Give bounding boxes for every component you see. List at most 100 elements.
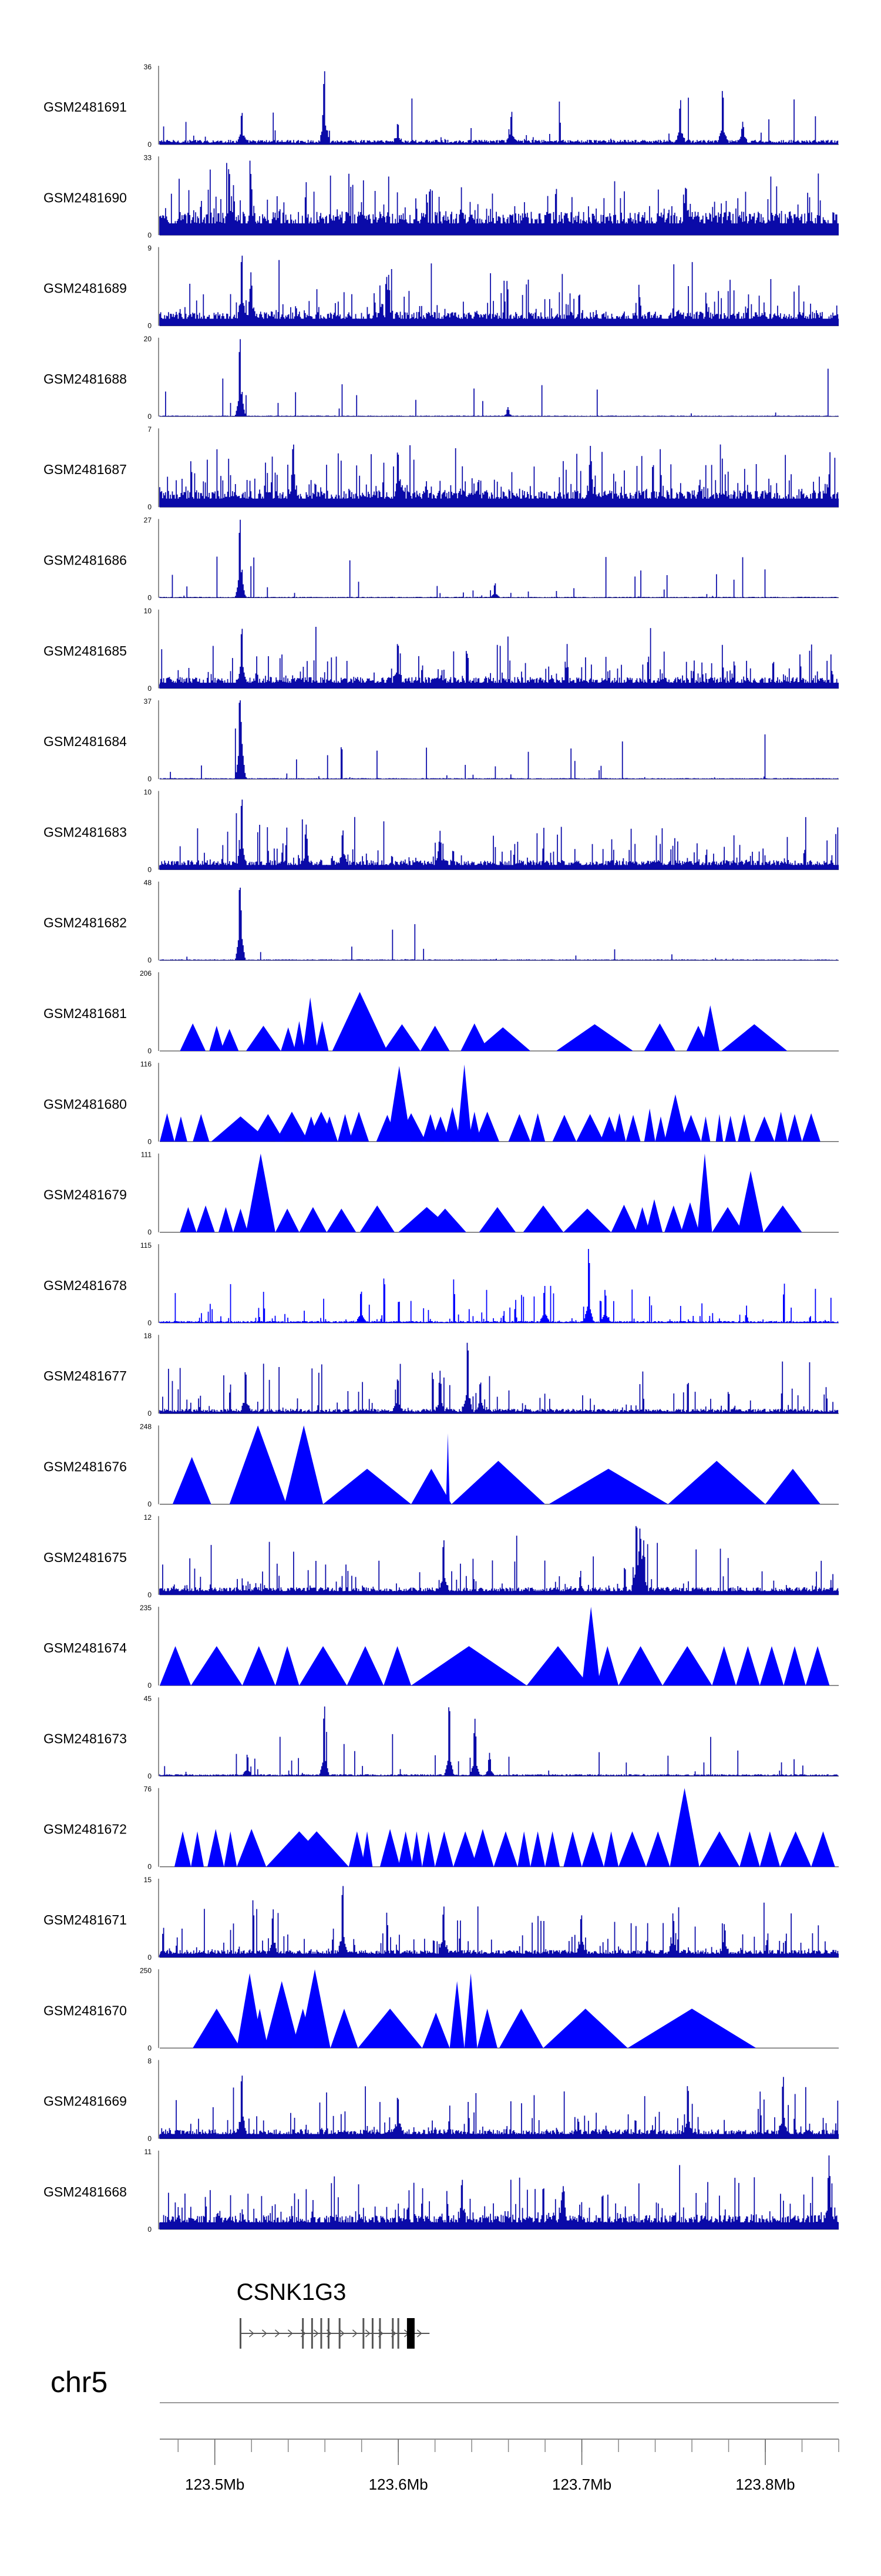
y-max-label: 12: [144, 1513, 152, 1522]
track-label: GSM2481679: [43, 1187, 127, 1203]
y-min-label: 0: [147, 1772, 152, 1780]
exon: [392, 2318, 394, 2349]
peak-triangle: [604, 1831, 619, 1867]
peak-triangle: [281, 1027, 296, 1051]
exon: [327, 2318, 329, 2349]
y-min-label: 0: [147, 503, 152, 511]
peak-triangle: [284, 1831, 349, 1867]
y-min-label: 0: [147, 684, 152, 693]
peak-triangle: [387, 1066, 412, 1142]
y-max-label: 76: [144, 1785, 152, 1794]
coverage-floor: [160, 498, 839, 508]
peak-triangle: [499, 2009, 543, 2048]
peak-triangle: [681, 1202, 700, 1232]
peak-triangle: [460, 1023, 489, 1051]
track-GSM2481675: GSM2481675 12 0: [43, 1513, 839, 1599]
track-GSM2481685: GSM2481685 10 0: [43, 607, 839, 693]
track-label: GSM2481687: [43, 462, 127, 477]
peak-triangle: [644, 1023, 675, 1051]
peak-triangle: [347, 1646, 384, 1686]
y-max-label: 37: [144, 697, 152, 706]
peak-triangle: [517, 1831, 531, 1867]
peak-triangle: [563, 1208, 611, 1232]
signal-bars: [159, 1249, 839, 1323]
peak-triangle: [209, 1026, 224, 1051]
peak-triangle: [348, 1831, 365, 1867]
peak-triangle: [681, 1114, 701, 1142]
track-label: GSM2481670: [43, 2003, 127, 2018]
track-label: GSM2481671: [43, 1912, 127, 1927]
peak-triangle: [174, 1116, 187, 1142]
peak-triangle: [530, 1831, 546, 1867]
peak-triangle: [552, 1114, 577, 1142]
peak-triangle: [431, 1116, 450, 1142]
signal-bars: [159, 700, 839, 780]
track-label: GSM2481684: [43, 734, 127, 749]
coverage-floor: [160, 318, 839, 326]
peak-triangle: [645, 1199, 663, 1232]
y-min-label: 0: [147, 1137, 152, 1146]
track-GSM2481670: GSM2481670 250 0: [43, 1966, 839, 2052]
peak-triangle: [379, 1829, 401, 1867]
peak-triangle: [449, 1981, 465, 2048]
coverage-floor: [160, 1953, 839, 1957]
peak-triangle: [359, 1205, 395, 1232]
peak-triangle: [774, 1111, 788, 1142]
peak-triangle: [477, 2009, 497, 2048]
peak-triangle: [464, 1973, 478, 2048]
peak-triangle: [435, 1831, 453, 1867]
peak-triangle: [299, 1646, 347, 1686]
peak-triangle: [302, 997, 318, 1051]
peak-triangle: [411, 1469, 452, 1504]
peak-triangle: [644, 1109, 655, 1142]
exon: [371, 2318, 374, 2349]
track-label: GSM2481689: [43, 281, 127, 296]
peak-triangle: [422, 1831, 435, 1867]
peak-triangle: [479, 1207, 516, 1232]
peak-triangle: [193, 2009, 241, 2048]
strand-arrow: [313, 2329, 319, 2337]
signal-bars: [159, 1526, 839, 1595]
y-min-label: 0: [147, 775, 152, 783]
peak-triangle: [627, 2009, 756, 2048]
peak-triangle: [712, 1646, 737, 1686]
track-label: GSM2481672: [43, 1822, 127, 1837]
peak-triangle: [475, 1027, 531, 1051]
track-GSM2481669: GSM2481669 8 0: [43, 2057, 839, 2143]
exon: [320, 2318, 322, 2349]
peak-triangle: [411, 1646, 527, 1686]
peak-triangle: [802, 1113, 821, 1142]
signal-bars: [159, 2075, 839, 2139]
peak-triangle: [233, 1208, 248, 1232]
x-tick-label: 123.5Mb: [185, 2476, 244, 2493]
peak-triangle: [576, 1114, 604, 1142]
peak-triangle: [457, 1064, 472, 1142]
peak-triangle: [251, 2009, 268, 2048]
peak-triangle: [299, 1969, 331, 2048]
signal-bars: [159, 1886, 839, 1957]
coverage-floor: [160, 2134, 839, 2139]
track-label: GSM2481680: [43, 1096, 127, 1111]
peak-triangle: [664, 1205, 683, 1232]
signal-bars: [159, 519, 839, 598]
peak-triangle: [787, 1114, 802, 1142]
peak-triangle: [596, 1646, 619, 1686]
peak-triangle: [160, 1113, 174, 1142]
peak-triangle: [358, 2009, 422, 2048]
track-GSM2481672: GSM2481672 76 0: [43, 1785, 839, 1871]
track-label: GSM2481668: [43, 2184, 127, 2199]
track-label: GSM2481683: [43, 824, 127, 839]
y-min-label: 0: [147, 1228, 152, 1237]
coverage-floor: [160, 865, 839, 870]
coverage-floor: [160, 1591, 839, 1595]
peak-triangle: [611, 1204, 637, 1232]
y-max-label: 45: [144, 1694, 152, 1702]
exon: [239, 2318, 241, 2349]
track-GSM2481678: GSM2481678 115 0: [43, 1241, 839, 1327]
exon: [311, 2318, 313, 2349]
track-GSM2481676: GSM2481676 248 0: [43, 1423, 839, 1509]
peak-triangle: [180, 1023, 206, 1051]
track-GSM2481691: GSM2481691 36 0: [43, 63, 839, 149]
track-label: GSM2481674: [43, 1640, 127, 1655]
track-stack: GSM2481691360GSM2481690330GSM248168990GS…: [43, 63, 839, 2234]
